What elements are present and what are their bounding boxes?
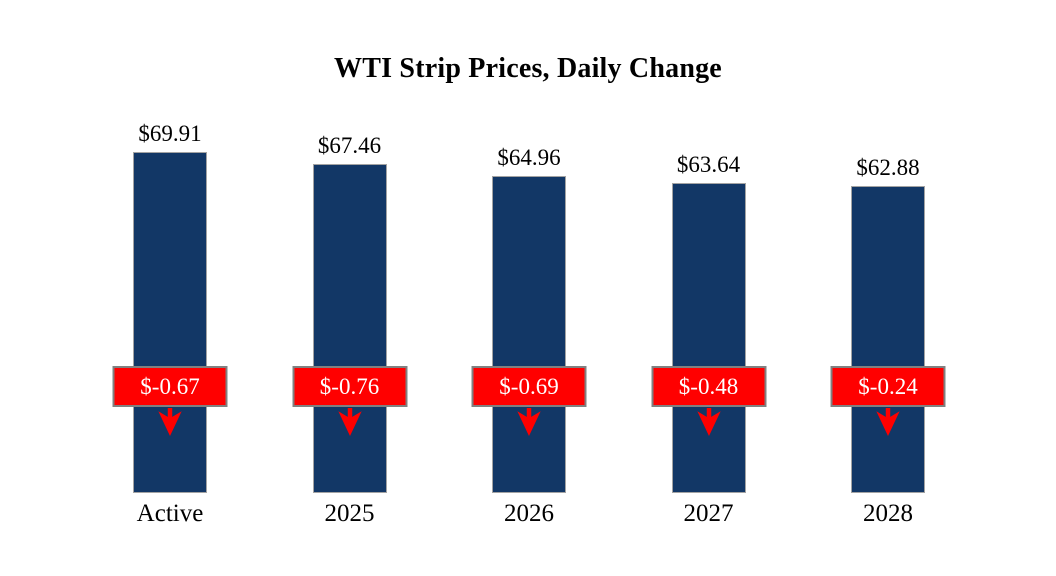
bar-value-label: $63.64 [676, 152, 741, 177]
bar [312, 164, 387, 493]
category-label: 2026 [504, 500, 554, 527]
category-label: 2028 [863, 500, 913, 527]
daily-change-value: $-0.48 [678, 374, 739, 399]
down-arrow-icon [876, 408, 900, 436]
bar-value-label: $64.96 [497, 145, 561, 170]
down-arrow-icon [337, 408, 362, 436]
bar-group: $62.88 $-0.24 2028 [798, 0, 978, 576]
daily-change-badge: $-0.24 [830, 366, 946, 407]
daily-change-value: $-0.76 [319, 374, 380, 399]
category-label: 2025 [324, 500, 375, 527]
bar-group: $69.91 $-0.67 Active [80, 0, 260, 576]
daily-change-badge: $-0.67 [112, 366, 228, 407]
chart-title: WTI Strip Prices, Daily Change [334, 53, 722, 84]
bar [671, 183, 746, 493]
bar-value-label: $69.91 [138, 121, 202, 146]
down-arrow-icon [696, 408, 721, 436]
bar [133, 152, 207, 493]
bar-group: $63.64 $-0.48 2027 [619, 0, 799, 576]
bar-group: $67.46 $-0.76 2025 [260, 0, 440, 576]
bar [851, 186, 925, 493]
daily-change-value: $-0.24 [858, 374, 918, 399]
daily-change-badge: $-0.48 [651, 366, 766, 407]
bar-value-label: $67.46 [317, 133, 382, 158]
down-arrow-icon [158, 408, 182, 436]
daily-change-badge: $-0.76 [292, 366, 407, 407]
category-label: Active [136, 500, 204, 527]
bar-group: $64.96 $-0.69 2026 [439, 0, 619, 576]
bar-value-label: $62.88 [856, 155, 920, 180]
daily-change-badge: $-0.69 [471, 366, 587, 407]
category-label: 2027 [683, 500, 734, 527]
down-arrow-icon [517, 408, 541, 436]
daily-change-value: $-0.69 [499, 374, 559, 399]
bar [492, 176, 566, 493]
daily-change-value: $-0.67 [140, 374, 200, 399]
